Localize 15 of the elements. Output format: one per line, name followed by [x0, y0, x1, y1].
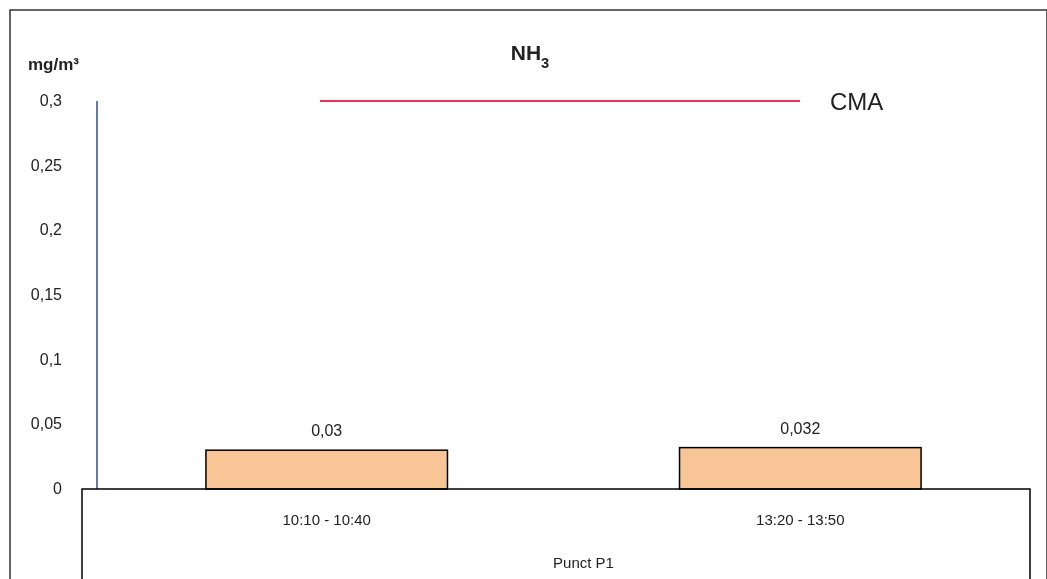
y-tick-label: 0 — [53, 480, 63, 497]
y-tick-label: 0,1 — [39, 350, 63, 368]
chart-title: NH$_{3}$ — [510, 41, 550, 71]
y-axis-title: mg/m³ — [28, 55, 80, 74]
y-tick-label: 0,25 — [30, 156, 63, 174]
x-tick-label: 13:20 - 13:50 — [756, 511, 845, 528]
y-tick-label: 0,3 — [39, 92, 63, 109]
y-tick-label: 0,2 — [39, 221, 63, 239]
x-axis-title: Punct P1 — [553, 554, 614, 571]
y-tick-label: 0,15 — [30, 286, 63, 303]
data-label: 0,03 — [311, 422, 343, 440]
x-tick-label: 10:10 - 10:40 — [282, 511, 371, 528]
data-label: 0,032 — [780, 419, 821, 437]
y-tick-label: 0,05 — [30, 415, 63, 433]
ref-line-label: CMA — [830, 88, 884, 115]
